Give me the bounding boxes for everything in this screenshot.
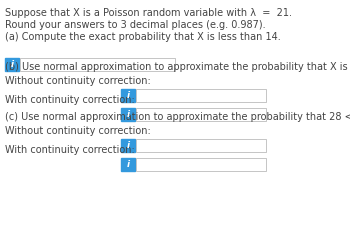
FancyBboxPatch shape	[136, 89, 266, 102]
Text: (b) Use normal approximation to approximate the probability that X is less than : (b) Use normal approximation to approxim…	[5, 62, 350, 72]
Text: Suppose that X is a Poisson random variable with λ  =  21.: Suppose that X is a Poisson random varia…	[5, 8, 292, 18]
Text: i: i	[126, 110, 130, 119]
Text: With continuity correction:: With continuity correction:	[5, 145, 135, 155]
Text: i: i	[10, 60, 14, 69]
FancyBboxPatch shape	[121, 139, 135, 152]
FancyBboxPatch shape	[121, 89, 135, 102]
Text: (a) Compute the exact probability that X is less than 14.: (a) Compute the exact probability that X…	[5, 32, 281, 42]
Text: Round your answers to 3 decimal places (e.g. 0.987).: Round your answers to 3 decimal places (…	[5, 20, 266, 30]
Text: With continuity correction:: With continuity correction:	[5, 95, 135, 105]
Text: Without continuity correction:: Without continuity correction:	[5, 126, 151, 136]
Text: Without continuity correction:: Without continuity correction:	[5, 76, 151, 86]
FancyBboxPatch shape	[20, 58, 175, 71]
FancyBboxPatch shape	[121, 108, 135, 121]
FancyBboxPatch shape	[5, 58, 19, 71]
Text: (c) Use normal approximation to approximate the probability that 28 < X < 42.: (c) Use normal approximation to approxim…	[5, 112, 350, 122]
Text: i: i	[126, 160, 130, 169]
FancyBboxPatch shape	[121, 158, 135, 171]
FancyBboxPatch shape	[136, 158, 266, 171]
FancyBboxPatch shape	[136, 108, 266, 121]
Text: i: i	[126, 91, 130, 100]
FancyBboxPatch shape	[136, 139, 266, 152]
Text: i: i	[126, 141, 130, 150]
